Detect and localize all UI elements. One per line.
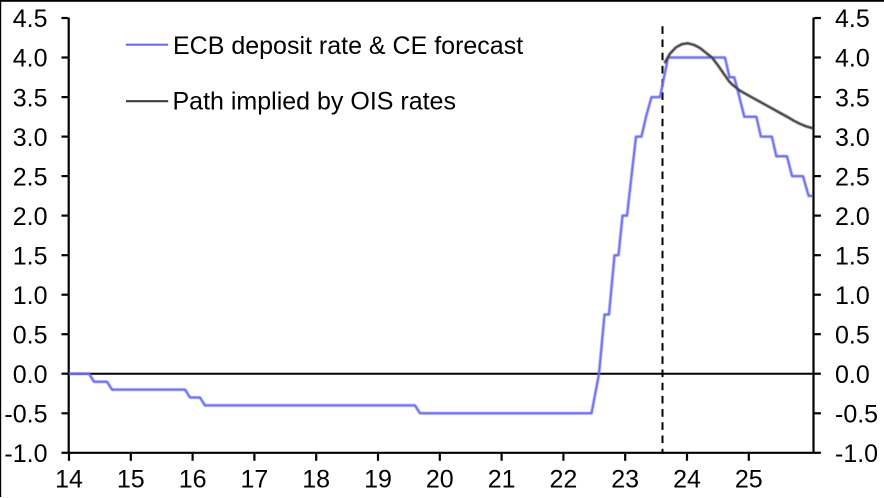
svg-text:2.5: 2.5 (835, 163, 870, 191)
svg-text:23: 23 (611, 466, 639, 494)
svg-text:ECB deposit rate & CE forecast: ECB deposit rate & CE forecast (173, 32, 523, 60)
svg-text:-0.5: -0.5 (4, 401, 47, 429)
svg-text:3.5: 3.5 (835, 84, 870, 112)
svg-text:14: 14 (55, 466, 83, 494)
svg-text:16: 16 (179, 466, 207, 494)
svg-text:21: 21 (488, 466, 516, 494)
svg-text:4.0: 4.0 (13, 45, 48, 73)
svg-text:4.0: 4.0 (835, 45, 870, 73)
svg-text:Path implied by OIS rates: Path implied by OIS rates (173, 88, 456, 116)
svg-text:-1.0: -1.0 (4, 440, 47, 468)
svg-text:-0.5: -0.5 (835, 401, 878, 429)
svg-text:25: 25 (735, 466, 763, 494)
svg-text:24: 24 (673, 466, 701, 494)
svg-text:15: 15 (117, 466, 145, 494)
svg-text:1.0: 1.0 (835, 282, 870, 310)
svg-text:17: 17 (240, 466, 268, 494)
svg-text:1.5: 1.5 (13, 242, 48, 270)
svg-text:19: 19 (364, 466, 392, 494)
svg-text:22: 22 (549, 466, 577, 494)
svg-text:3.0: 3.0 (13, 124, 48, 152)
svg-text:4.5: 4.5 (835, 5, 870, 33)
svg-text:0.0: 0.0 (835, 361, 870, 389)
svg-text:20: 20 (426, 466, 454, 494)
svg-text:2.0: 2.0 (13, 203, 48, 231)
svg-text:0.5: 0.5 (835, 321, 870, 349)
svg-text:18: 18 (302, 466, 330, 494)
svg-text:4.5: 4.5 (13, 5, 48, 33)
svg-text:3.5: 3.5 (13, 84, 48, 112)
svg-text:2.5: 2.5 (13, 163, 48, 191)
svg-text:2.0: 2.0 (835, 203, 870, 231)
svg-text:0.5: 0.5 (13, 321, 48, 349)
svg-text:1.0: 1.0 (13, 282, 48, 310)
svg-text:-1.0: -1.0 (835, 440, 878, 468)
svg-text:0.0: 0.0 (13, 361, 48, 389)
svg-text:1.5: 1.5 (835, 242, 870, 270)
svg-text:3.0: 3.0 (835, 124, 870, 152)
